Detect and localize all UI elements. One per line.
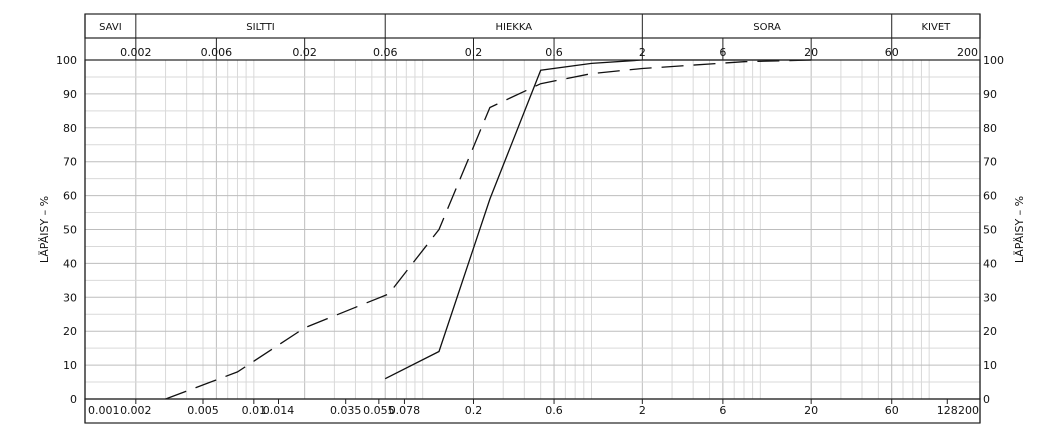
top-tick-label: 0.002 [120, 46, 152, 59]
y-tick-label-left: 60 [63, 190, 77, 203]
bottom-tick-label: 200 [958, 404, 979, 417]
y-tick-label-right: 20 [983, 325, 997, 338]
top-tick-label: 2 [639, 46, 646, 59]
bottom-tick-label: 0.055 [363, 404, 395, 417]
top-axis: 0.002 0.006 0.02 0.06 0.2 0.6 2 6 20 60 200 [120, 38, 981, 60]
grid [85, 59, 981, 400]
bottom-tick-label: 20 [804, 404, 818, 417]
y-tick-label-right: 70 [983, 156, 997, 169]
bottom-tick-label: 0.078 [389, 404, 421, 417]
bottom-tick-label: 60 [885, 404, 899, 417]
bottom-tick-label: 6 [719, 404, 726, 417]
band-label: SAVI [99, 22, 122, 33]
top-tick-label: 0.02 [292, 46, 317, 59]
y-tick-label-left: 90 [63, 88, 77, 101]
y-tick-label-left: 10 [63, 359, 77, 372]
y-tick-label-right: 10 [983, 359, 997, 372]
bottom-tick-label: 0.014 [263, 404, 295, 417]
bottom-tick-label: 0.6 [545, 404, 563, 417]
y-tick-label-left: 50 [63, 224, 77, 237]
y-tick-label-right: 50 [983, 224, 997, 237]
bottom-tick-label: 0.001 [88, 404, 120, 417]
right-axis: 0 10 20 30 40 50 60 70 80 90 100 [983, 54, 1004, 406]
bottom-tick-label: 0.035 [330, 404, 362, 417]
bottom-tick-label: 0.01 [242, 404, 267, 417]
top-tick-label: 0.2 [465, 46, 483, 59]
band-label: HIEKKA [495, 22, 532, 33]
y-tick-label-right: 100 [983, 54, 1004, 67]
series-line-dashed [165, 59, 812, 400]
fraction-bands: SAVI SILTTI HIEKKA SORA KIVET [84, 13, 981, 39]
y-tick-label-right: 0 [983, 393, 990, 406]
band-header-box [84, 13, 981, 39]
left-axis: 0 10 20 30 40 50 60 70 80 90 100 [56, 54, 77, 406]
bottom-tick-label: 0.005 [187, 404, 219, 417]
top-tick-label: 0.6 [545, 46, 563, 59]
y-tick-label-left: 80 [63, 122, 77, 135]
top-tick-label: 200 [957, 46, 978, 59]
band-label: KIVET [921, 22, 951, 33]
y-tick-label-right: 80 [983, 122, 997, 135]
bottom-tick-label: 2 [639, 404, 646, 417]
y-tick-label-right: 40 [983, 257, 997, 270]
y-axis-label-left: LÄPÄISY – % [38, 196, 51, 263]
frame [84, 14, 981, 423]
top-tick-label: 6 [719, 46, 726, 59]
bottom-tick-label: 0.002 [120, 404, 152, 417]
top-tick-label: 60 [885, 46, 899, 59]
band-label: SORA [753, 22, 781, 33]
bottom-axis-box [84, 398, 981, 424]
y-tick-label-right: 90 [983, 88, 997, 101]
y-tick-label-left: 0 [70, 393, 77, 406]
top-tick-label: 0.006 [201, 46, 233, 59]
top-tick-label: 20 [804, 46, 818, 59]
y-tick-label-left: 40 [63, 257, 77, 270]
bottom-tick-label: 128 [937, 404, 958, 417]
y-tick-label-left: 30 [63, 291, 77, 304]
y-tick-label-left: 100 [56, 54, 77, 67]
top-tick-label: 0.06 [373, 46, 398, 59]
y-tick-label-left: 20 [63, 325, 77, 338]
y-tick-label-right: 30 [983, 291, 997, 304]
bottom-tick-label: 0.2 [465, 404, 483, 417]
y-tick-label-left: 70 [63, 156, 77, 169]
y-axis-label-right: LÄPÄISY – % [1013, 196, 1026, 263]
y-tick-label-right: 60 [983, 190, 997, 203]
band-label: SILTTI [246, 22, 274, 33]
